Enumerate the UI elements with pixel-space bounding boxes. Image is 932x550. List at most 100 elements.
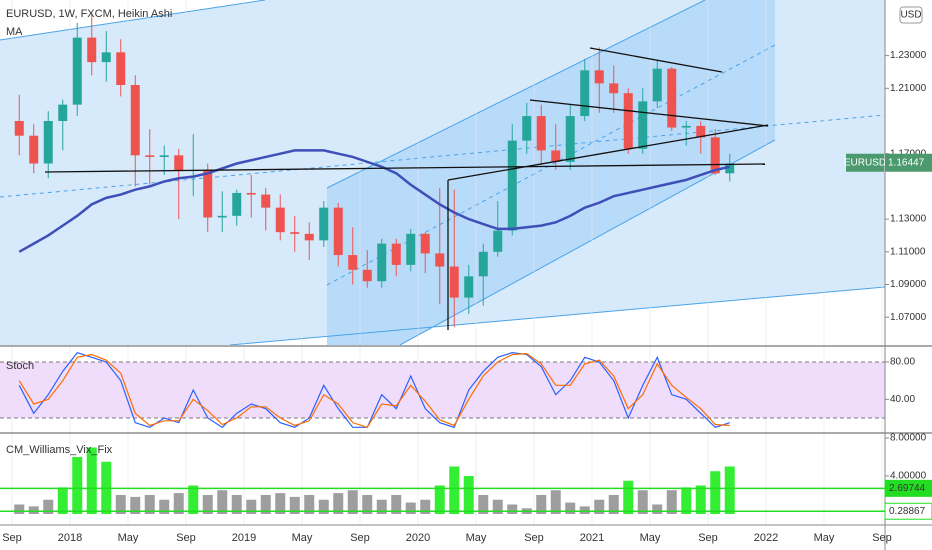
candle-body [174, 155, 184, 171]
y-tick-label: 1.07000 [890, 312, 927, 323]
bar [579, 506, 590, 514]
bar [637, 490, 648, 514]
y-tick-label: 1.23000 [890, 50, 927, 61]
channel-line [0, 0, 266, 41]
channel-line [229, 286, 885, 345]
candle-body [362, 269, 372, 282]
candle-body [319, 207, 329, 241]
bar [43, 499, 54, 514]
bar [463, 475, 474, 514]
bar [260, 494, 271, 514]
trend-line [44, 163, 766, 173]
candle-body [348, 255, 358, 270]
bar [550, 490, 561, 514]
candle-body [652, 68, 662, 102]
bar [28, 506, 39, 514]
y-tick-label: 1.11000 [890, 246, 926, 257]
x-tick-label: Sep [176, 532, 196, 544]
channel-line [399, 139, 776, 345]
bar [594, 499, 605, 514]
candle-body [145, 155, 155, 157]
trend-line [589, 47, 723, 73]
candle-body [159, 155, 169, 157]
candle-body [333, 207, 343, 256]
x-tick-label: May [814, 532, 835, 544]
price-tag [885, 153, 932, 172]
bar [492, 499, 503, 514]
drawings [0, 0, 885, 345]
level-tag [884, 479, 932, 497]
bar [275, 493, 286, 514]
candle-body [667, 68, 677, 128]
y-tick-label: 8.00000 [890, 433, 927, 444]
candle-body [551, 150, 561, 162]
bar [405, 502, 416, 514]
x-tick-label: 2018 [58, 532, 82, 544]
candle-body [435, 253, 445, 267]
bar [666, 490, 677, 514]
candle-body [43, 120, 53, 164]
bar [391, 494, 402, 514]
bar [608, 494, 619, 514]
x-tick-label: 2022 [754, 532, 778, 544]
candle-body [609, 83, 619, 94]
price-tag [846, 153, 884, 172]
candle-body [507, 140, 517, 231]
candle-body [623, 93, 633, 149]
candle-body [420, 233, 430, 254]
line [18, 352, 730, 429]
trend-line [529, 99, 769, 127]
y-tick-label: 40.00 [890, 394, 915, 405]
candle-body [304, 233, 314, 241]
bar [724, 466, 735, 514]
candle-body [725, 163, 735, 174]
price-value: 1.16447 [888, 157, 925, 168]
x-tick-label: May [640, 532, 661, 544]
candle-body [696, 125, 706, 138]
candle-body [116, 52, 126, 86]
x-tick-label: 2021 [580, 532, 604, 544]
candle-body [72, 37, 82, 105]
bar [710, 471, 721, 514]
bar [246, 499, 257, 514]
marks [0, 0, 885, 525]
bar [130, 496, 141, 514]
candle-body [261, 194, 271, 208]
candle-body [101, 52, 111, 63]
bar [333, 493, 344, 514]
chart-title: EURUSD, 1W, FXCM, Heikin Ashi [6, 8, 172, 20]
bar [507, 504, 518, 514]
bar [304, 494, 315, 514]
candle-body [275, 207, 285, 233]
bar [449, 466, 460, 514]
x-tick-label: Sep [350, 532, 370, 544]
currency: USD [900, 10, 921, 21]
bar [318, 499, 329, 514]
x-tick-label: May [292, 532, 313, 544]
y-tick-label: 1.21000 [890, 83, 927, 94]
y-tick-label: 80.00 [890, 357, 915, 368]
currency-box[interactable] [899, 6, 923, 24]
bar [623, 480, 634, 514]
y-tick-label: 1.13000 [890, 214, 927, 225]
level-label: 0.28867 [889, 506, 926, 517]
line [18, 351, 730, 429]
y-tick-label: 1.09000 [890, 279, 927, 290]
bar [173, 493, 184, 514]
bar [536, 494, 547, 514]
pane-title: Stoch [6, 360, 34, 372]
bar [652, 504, 663, 514]
bar [144, 494, 155, 514]
bar [347, 490, 358, 514]
channel-line [326, 0, 706, 189]
bar [202, 494, 213, 514]
candle-body [232, 192, 242, 216]
candle-body [493, 230, 503, 252]
bar [478, 494, 489, 514]
bar [159, 499, 170, 514]
level-label: 2.69744 [889, 483, 926, 494]
level-tag [884, 502, 932, 520]
bar [420, 499, 431, 514]
bar [434, 485, 445, 514]
